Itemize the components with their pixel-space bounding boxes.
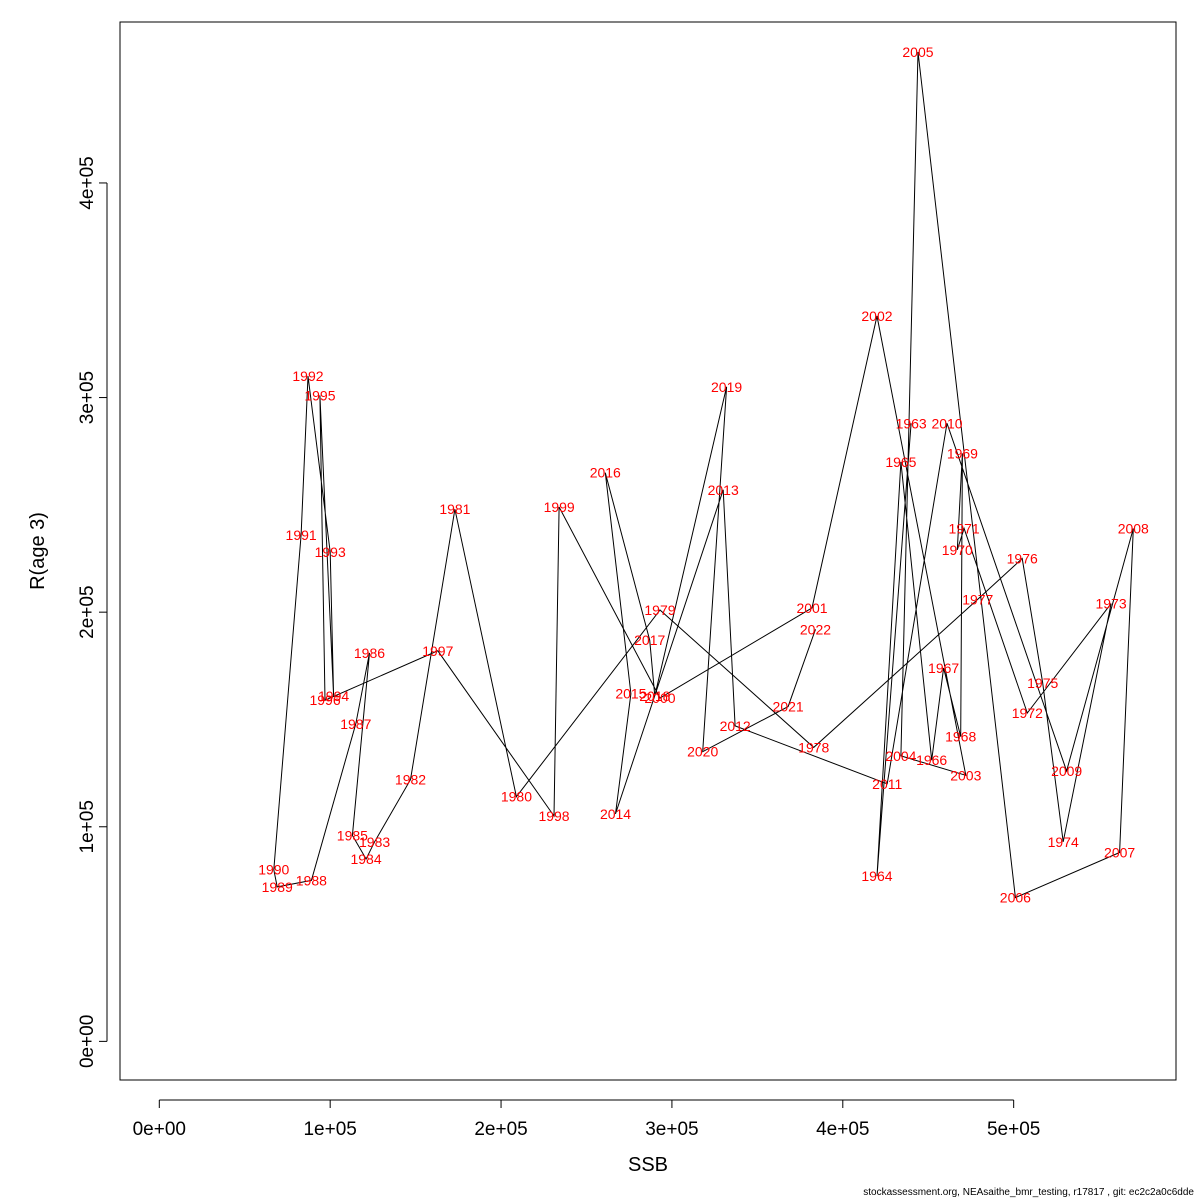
point-label-1994: 1994 [318,688,349,704]
point-label-1990: 1990 [258,862,289,878]
point-label-1992: 1992 [292,368,323,384]
point-label-2019: 2019 [711,379,742,395]
point-label-2018: 2018 [639,688,670,704]
y-axis-title: R(age 3) [27,512,49,590]
point-label-2011: 2011 [872,776,902,792]
point-label-1981: 1981 [439,501,470,517]
point-label-1979: 1979 [644,602,675,618]
point-label-2004: 2004 [885,748,916,764]
x-tick-label: 4e+05 [816,1119,869,1140]
plot-frame [119,21,1177,1081]
point-label-1983: 1983 [359,834,390,850]
x-tick-label: 1e+05 [303,1119,356,1140]
point-label-1972: 1972 [1012,705,1043,721]
point-label-1998: 1998 [538,808,569,824]
point-label-2001: 2001 [796,600,827,616]
point-label-1970: 1970 [942,542,973,558]
point-label-2008: 2008 [1118,520,1149,536]
point-label-1995: 1995 [304,387,335,403]
point-label-2013: 2013 [708,482,739,498]
point-label-1973: 1973 [1095,596,1126,612]
point-label-1977: 1977 [962,591,993,607]
point-label-2005: 2005 [902,44,933,60]
point-labels: 1963 1964 1965 1966 1967 1968 1969 1970 1971 1972… [258,44,1149,906]
point-label-1991: 1991 [286,527,317,543]
point-label-1968: 1968 [945,729,976,745]
point-label-2012: 2012 [720,718,751,734]
point-label-2020: 2020 [687,744,718,760]
point-label-2022: 2022 [800,621,831,637]
point-label-2000: 2000 [644,690,675,706]
point-label-2017: 2017 [634,632,665,648]
point-label-2014: 2014 [600,806,631,822]
point-label-1967: 1967 [928,660,959,676]
x-tick-label: 0e+00 [133,1119,186,1140]
point-label-1986: 1986 [354,645,385,661]
x-axis-title: SSB [628,1154,668,1176]
point-label-2006: 2006 [1000,890,1031,906]
point-label-2010: 2010 [931,415,962,431]
point-label-1984: 1984 [350,851,381,867]
series-path [273,51,1134,899]
point-label-1982: 1982 [395,772,426,788]
series-line [273,51,1134,899]
point-label-1989: 1989 [262,879,293,895]
point-label-1985: 1985 [337,827,368,843]
y-tick-label: 4e+05 [77,156,98,209]
point-label-1993: 1993 [315,544,346,560]
point-label-2015: 2015 [615,686,646,702]
x-tick-label: 2e+05 [474,1119,527,1140]
point-label-1976: 1976 [1007,551,1038,567]
point-label-1980: 1980 [501,789,532,805]
point-label-2016: 2016 [590,465,621,481]
point-label-1966: 1966 [916,752,947,768]
point-label-1997: 1997 [422,643,453,659]
point-label-1971: 1971 [949,520,980,536]
point-label-1996: 1996 [309,692,340,708]
y-tick-label: 2e+05 [77,585,98,638]
y-tick-label: 1e+05 [77,800,98,853]
x-tick-label: 5e+05 [987,1119,1040,1140]
point-label-2021: 2021 [773,699,804,715]
x-tick-label: 3e+05 [645,1119,698,1140]
point-label-1964: 1964 [861,868,892,884]
point-label-1987: 1987 [340,716,371,732]
point-label-2007: 2007 [1104,845,1135,861]
point-label-2003: 2003 [950,767,981,783]
point-label-1975: 1975 [1027,675,1058,691]
point-label-1965: 1965 [885,454,916,470]
point-label-1978: 1978 [798,739,829,755]
point-label-1974: 1974 [1048,834,1079,850]
y-tick-label: 0e+00 [77,1015,98,1068]
point-label-2002: 2002 [861,308,892,324]
point-label-2009: 2009 [1051,763,1082,779]
footer-caption: stockassessment.org, NEAsaithe_bmr_testi… [863,1187,1194,1198]
point-label-1969: 1969 [947,445,978,461]
point-label-1988: 1988 [296,872,327,888]
axes: 0e+00 1e+05 2e+05 3e+05 4e+05 5e+05 0e+00 1e+05… [77,156,1040,1140]
point-label-1999: 1999 [544,499,575,515]
point-label-1963: 1963 [896,415,927,431]
y-tick-label: 3e+05 [77,371,98,424]
